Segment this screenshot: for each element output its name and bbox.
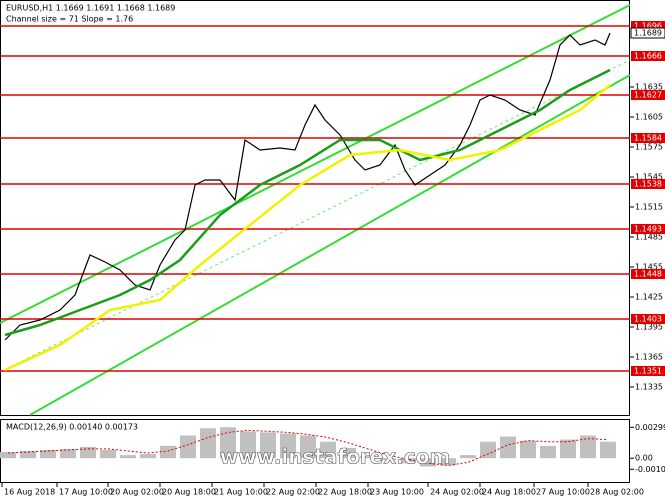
macd-bar — [440, 458, 456, 466]
x-tick-label: 21 Aug 10:00 — [214, 488, 268, 497]
y-tick-label: 1.1545 — [635, 173, 663, 182]
macd-bar — [420, 458, 436, 467]
macd-bar — [340, 447, 356, 459]
x-tick-label: 20 Aug 02:00 — [110, 488, 164, 497]
macd-bar — [480, 441, 496, 459]
macd-title: MACD(12,26,9) 0.00140 0.00173 — [6, 423, 138, 432]
x-tick-label: 27 Aug 10:00 — [536, 488, 590, 497]
macd-bar — [300, 435, 316, 459]
level-label-bg — [631, 314, 665, 324]
macd-bar — [320, 441, 336, 459]
y-tick-label: 1.1395 — [635, 323, 663, 332]
y-tick-label: 1.1335 — [635, 383, 663, 392]
channel-upper — [0, 4, 631, 324]
level-label: 1.1666 — [634, 52, 662, 61]
macd-bar — [460, 455, 476, 459]
level-label: 1.1351 — [634, 367, 662, 376]
macd-bar — [20, 450, 36, 459]
level-label-bg — [631, 224, 665, 234]
macd-bar — [500, 436, 516, 459]
level-label-bg — [631, 133, 665, 143]
level-label: 1.1493 — [634, 225, 662, 234]
macd-bar — [0, 452, 16, 459]
y-tick-label: 0.00299 — [635, 423, 665, 432]
macd-bar — [80, 446, 96, 459]
signal-line — [7, 429, 609, 466]
macd-bar — [100, 449, 116, 459]
current-price: 1.1689 — [634, 29, 662, 38]
level-label: 1.1627 — [634, 91, 662, 100]
macd-bar — [180, 435, 196, 459]
level-label-bg — [631, 269, 665, 279]
level-label-bg — [631, 179, 665, 189]
macd-bar — [120, 455, 136, 459]
macd-bar — [40, 449, 56, 459]
macd-bar — [600, 441, 616, 459]
level-label-bg — [631, 90, 665, 100]
price-line — [4, 68, 611, 337]
y-tick-label: 1.1365 — [635, 353, 663, 362]
y-tick-label: 1.1575 — [635, 143, 663, 152]
macd-bar — [360, 456, 376, 459]
x-tick-label: 16 Aug 2018 — [4, 488, 55, 497]
x-tick-label: 24 Aug 02:00 — [430, 488, 484, 497]
level-label: 1.1538 — [634, 180, 662, 189]
y-tick-label: 1.1605 — [635, 113, 663, 122]
x-tick-label: 17 Aug 10:00 — [59, 488, 113, 497]
macd-bar — [160, 445, 176, 459]
macd-bar — [260, 432, 276, 459]
watermark: www.instaforex.com — [220, 445, 451, 469]
macd-bar — [140, 454, 156, 459]
macd-bar — [60, 448, 76, 459]
level-label: 1.1448 — [634, 270, 662, 279]
x-tick-label: 22 Aug 18:00 — [318, 488, 372, 497]
main-panel — [0, 0, 630, 416]
macd-bar — [280, 433, 296, 459]
level-label: 1.1584 — [634, 134, 662, 143]
x-tick-label: 28 Aug 02:00 — [590, 488, 644, 497]
macd-bar — [220, 427, 236, 459]
y-tick-label: 1.1515 — [635, 203, 663, 212]
y-tick-label: 1.1455 — [635, 263, 663, 272]
channel — [0, 4, 631, 416]
y-tick-label: 1.1635 — [635, 83, 663, 92]
macd-bar — [520, 440, 536, 459]
level-label-bg — [631, 21, 665, 31]
current-price-bg — [630, 27, 665, 39]
x-tick-label: 22 Aug 02:00 — [266, 488, 320, 497]
macd-bar — [560, 439, 576, 459]
price-line — [4, 32, 611, 341]
chart-title: EURUSD,H1 1.1669 1.1691 1.1668 1.1689 — [6, 4, 175, 13]
y-tick-label: 0.00 — [635, 454, 653, 463]
macd-bar — [200, 428, 216, 459]
x-tick-label: 24 Aug 18:00 — [482, 488, 536, 497]
level-label-bg — [631, 366, 665, 376]
y-tick-label: 1.1425 — [635, 293, 663, 302]
y-tick-label: -0.00107 — [635, 465, 665, 474]
macd-bar — [240, 431, 256, 459]
macd-bar — [580, 435, 596, 459]
level-label: 1.1403 — [634, 315, 662, 324]
x-tick-label: 20 Aug 18:00 — [162, 488, 216, 497]
macd-bar — [380, 458, 396, 461]
level-label-bg — [631, 51, 665, 61]
chart-subtitle: Channel size = 71 Slope = 1.76 — [6, 15, 133, 24]
macd-bar — [540, 445, 556, 459]
y-tick-label: 1.1485 — [635, 233, 663, 242]
macd-bar — [400, 458, 416, 464]
price-line — [4, 84, 611, 372]
plot: 1.16351.16051.15751.15451.15151.14851.14… — [0, 21, 665, 497]
x-tick-label: 23 Aug 10:00 — [370, 488, 424, 497]
level-label: 1.1696 — [634, 22, 662, 31]
channel-lower — [29, 74, 631, 416]
